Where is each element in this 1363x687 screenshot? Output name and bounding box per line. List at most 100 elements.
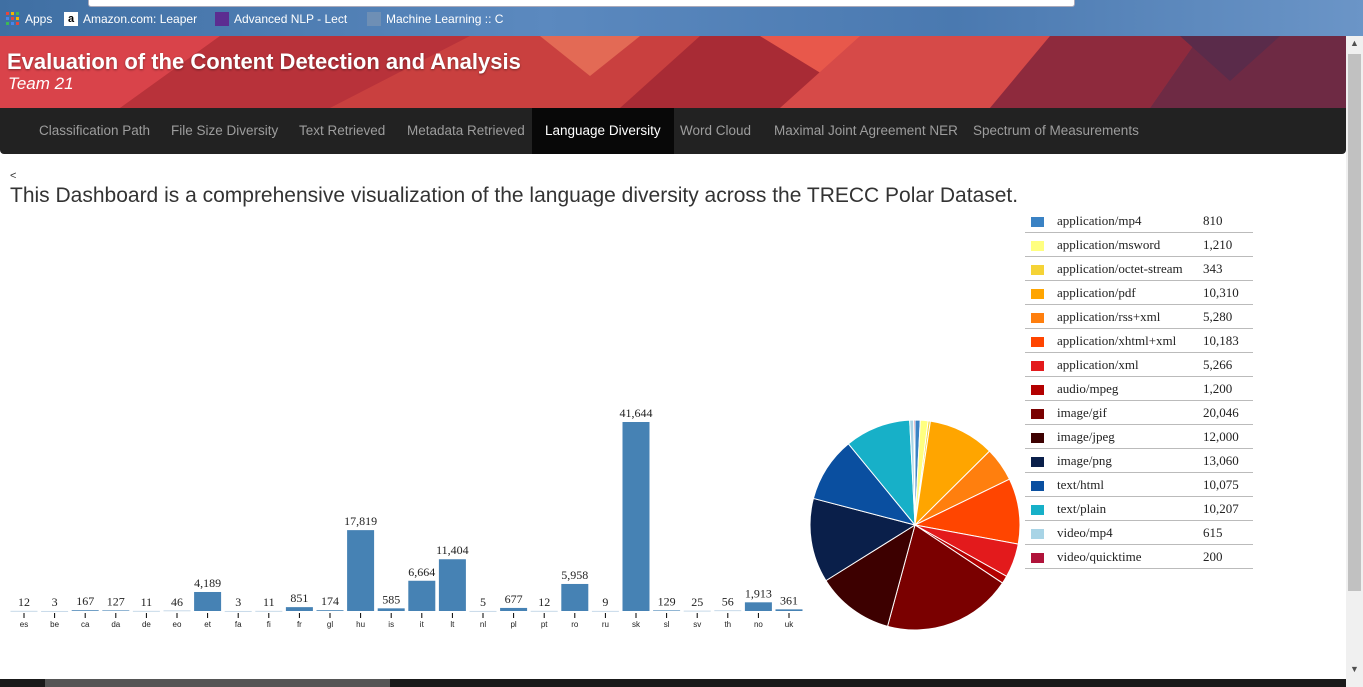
- bar-value-label: 41,644: [620, 406, 653, 420]
- legend-row: image/png 13,060: [1025, 448, 1253, 473]
- legend-swatch: [1031, 264, 1044, 275]
- tab-word-cloud[interactable]: Word Cloud: [680, 123, 752, 138]
- tab-classification-path[interactable]: Classification Path: [39, 123, 151, 138]
- bar-pl: [500, 607, 528, 611]
- legend-swatch: [1031, 480, 1044, 491]
- x-tick-label: hu: [356, 620, 365, 629]
- back-link[interactable]: <: [10, 170, 17, 182]
- x-tick-label: sv: [693, 620, 701, 629]
- x-tick-label: fa: [235, 620, 242, 629]
- bar-value-label: 167: [76, 594, 94, 608]
- tab-metadata-retrieved[interactable]: Metadata Retrieved: [407, 123, 525, 138]
- legend-label: image/png: [1057, 448, 1203, 473]
- legend-label: application/octet-stream: [1057, 256, 1203, 281]
- x-tick-label: ca: [81, 620, 90, 629]
- legend-swatch: [1031, 312, 1044, 323]
- bar-ro: [561, 583, 589, 611]
- legend-value: 10,207: [1203, 496, 1253, 521]
- bar-value-label: 5,958: [561, 568, 588, 582]
- legend-swatch: [1031, 288, 1044, 299]
- bar-value-label: 12: [538, 595, 550, 609]
- tab-text-retrieved[interactable]: Text Retrieved: [299, 123, 386, 138]
- legend-row: application/xhtml+xml 10,183: [1025, 328, 1253, 353]
- bookmark-advanced-nlp[interactable]: Advanced NLP - Lect: [215, 12, 347, 26]
- tab-spectrum-of-measurements[interactable]: Spectrum of Measurements: [973, 123, 1139, 138]
- legend-swatch: [1031, 384, 1044, 395]
- x-tick-label: is: [388, 620, 394, 629]
- bar-value-label: 585: [382, 592, 400, 606]
- scroll-up-icon[interactable]: ▲: [1350, 38, 1359, 48]
- legend-value: 5,266: [1203, 352, 1253, 377]
- address-bar[interactable]: [88, 0, 1075, 7]
- legend-label: text/plain: [1057, 496, 1203, 521]
- tab-file-size-diversity[interactable]: File Size Diversity: [171, 123, 279, 138]
- bar-value-label: 174: [321, 594, 339, 608]
- pie-slice-image-gif: [886, 524, 1004, 631]
- pie-slice-image-png: [809, 497, 917, 582]
- legend-value: 10,183: [1203, 328, 1253, 353]
- legend-swatch: [1031, 432, 1044, 443]
- bar-ca: [71, 610, 99, 611]
- bar-sk: [622, 422, 650, 611]
- legend-value: 343: [1203, 256, 1253, 281]
- legend-value: 810: [1203, 209, 1253, 233]
- bar-sl: [653, 610, 681, 611]
- bar-value-label: 9: [602, 595, 608, 609]
- bar-gl: [316, 610, 344, 611]
- legend-row: application/xml 5,266: [1025, 352, 1253, 377]
- tab-language-diversity[interactable]: Language Diversity: [532, 108, 674, 154]
- bookmark-apps[interactable]: Apps: [6, 12, 52, 26]
- nav-bar: Classification Path File Size Diversity …: [0, 108, 1346, 154]
- bar-it: [408, 580, 436, 611]
- legend-label: application/mp4: [1057, 209, 1203, 233]
- bookmark-label: Advanced NLP - Lect: [234, 12, 348, 26]
- bar-da: [102, 610, 130, 611]
- page-subtitle: Team 21: [8, 74, 74, 93]
- language-bar-chart: 12 es 3 be 167 ca 127 da 11 de 46 eo 4,189 et 3 fa 11 fi 8…: [10, 406, 803, 629]
- legend-swatch: [1031, 456, 1044, 467]
- x-tick-label: nl: [480, 620, 486, 629]
- legend-label: application/pdf: [1057, 280, 1203, 305]
- banner-background: [0, 36, 1346, 108]
- scrollbar-thumb[interactable]: [1348, 54, 1361, 591]
- bookmark-label: Machine Learning :: C: [386, 12, 504, 26]
- bookmark-label: Amazon.com: Leaper: [83, 12, 198, 26]
- x-tick-label: de: [142, 620, 151, 629]
- bar-value-label: 851: [290, 591, 308, 605]
- x-tick-label: pt: [541, 620, 548, 629]
- pie-slice-video-quicktime: [913, 419, 916, 526]
- legend-label: text/html: [1057, 472, 1203, 497]
- bar-value-label: 4,189: [194, 576, 221, 590]
- vertical-scrollbar[interactable]: ▲ ▼: [1346, 36, 1363, 687]
- x-tick-label: ru: [602, 620, 609, 629]
- legend-value: 5,280: [1203, 304, 1253, 329]
- x-tick-label: fr: [297, 620, 302, 629]
- taskbar-strip: [0, 679, 1346, 687]
- x-tick-label: es: [20, 620, 28, 629]
- legend-label: video/quicktime: [1057, 544, 1203, 569]
- legend-label: application/msword: [1057, 232, 1203, 257]
- bar-value-label: 129: [658, 594, 676, 608]
- scroll-down-icon[interactable]: ▼: [1350, 664, 1359, 674]
- bar-value-label: 677: [505, 592, 523, 606]
- header-banner: Evaluation of the Content Detection and …: [0, 36, 1346, 108]
- dashboard-description: This Dashboard is a comprehensive visual…: [10, 184, 1019, 207]
- legend-row: text/plain 10,207: [1025, 496, 1253, 521]
- bar-et: [194, 591, 222, 611]
- x-tick-label: gl: [327, 620, 333, 629]
- legend-swatch: [1031, 240, 1044, 251]
- bookmark-amazon[interactable]: a Amazon.com: Leaper: [64, 12, 197, 26]
- x-tick-label: lt: [450, 620, 455, 629]
- tab-maximal-joint-agreement-ner[interactable]: Maximal Joint Agreement NER: [774, 123, 958, 138]
- bar-value-label: 11,404: [436, 543, 469, 557]
- bookmark-machine-learning[interactable]: Machine Learning :: C: [367, 12, 503, 26]
- horizontal-scrollbar-thumb[interactable]: [45, 679, 390, 687]
- legend-row: audio/mpeg 1,200: [1025, 376, 1253, 401]
- legend-label: audio/mpeg: [1057, 376, 1203, 401]
- legend-label: application/xhtml+xml: [1057, 328, 1203, 353]
- legend-value: 20,046: [1203, 400, 1253, 425]
- bar-value-label: 56: [722, 595, 734, 609]
- legend-value: 10,310: [1203, 280, 1253, 305]
- bar-fr: [285, 607, 313, 611]
- bar-hu: [347, 530, 375, 611]
